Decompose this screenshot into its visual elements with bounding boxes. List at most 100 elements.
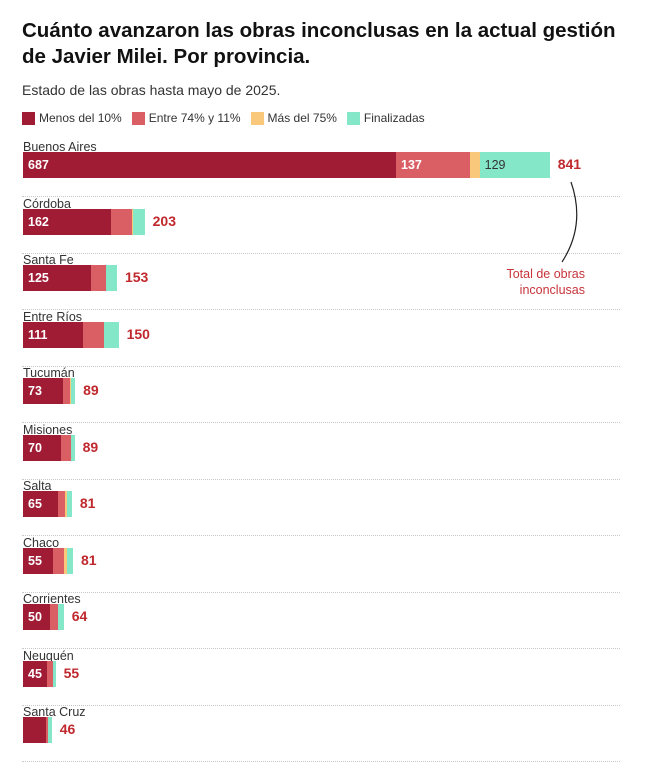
total-value-label: 81	[80, 551, 97, 568]
annotation-total-inconclusas: Total de obras inconclusas	[480, 266, 585, 298]
segment-value-label: 162	[28, 214, 49, 229]
stacked-bar: 45	[23, 660, 56, 687]
total-value-label: 55	[63, 664, 80, 681]
chart-subtitle: Estado de las obras hasta mayo de 2025.	[22, 82, 281, 98]
bar-segment-entre	[62, 378, 70, 404]
bar-segment-mas75	[70, 434, 72, 461]
bar-segment-mas75	[64, 491, 67, 517]
legend-label: Entre 74% y 11%	[148, 111, 241, 125]
chart-container: Cuánto avanzaron las obras inconclusas e…	[22, 19, 620, 762]
bar-segment-mas75	[470, 152, 480, 178]
stacked-bar: 125	[23, 265, 117, 291]
total-value-label: 46	[59, 721, 76, 737]
segment-value-label: 129	[484, 158, 506, 172]
legend-item-fin: Finalizadas	[346, 111, 425, 125]
bar-segment-entre	[61, 434, 71, 461]
bar-segment-mas75	[69, 378, 72, 404]
bar-segment-menos10: 50	[23, 604, 51, 630]
bar-segment-entre: 137	[396, 152, 471, 178]
bar-segment-entre	[83, 321, 104, 348]
province-label: Corrientes	[23, 592, 81, 606]
stacked-bar: 70	[23, 434, 75, 461]
bar-segment-entre	[46, 717, 48, 743]
legend: Menos del 10% Entre 74% y 11% Más del 75…	[22, 111, 425, 125]
bar-segment-menos10: 45	[23, 660, 48, 687]
bar-segment-menos10: 70	[23, 434, 61, 461]
stacked-bar: 111	[23, 321, 119, 348]
legend-swatch	[131, 111, 145, 125]
bar-row: Corrientes 50 64	[22, 592, 620, 649]
legend-swatch	[250, 111, 264, 125]
bar-segment-fin	[47, 717, 52, 743]
stacked-bar: 50	[23, 604, 64, 630]
bar-segment-fin	[133, 208, 145, 235]
bar-segment-mas75	[131, 208, 134, 235]
total-value-label: 150	[126, 325, 150, 342]
province-label: Neuquén	[23, 648, 74, 663]
segment-value-label: 70	[28, 440, 42, 455]
total-value-label: 89	[82, 438, 99, 455]
total-value-label: 89	[83, 382, 99, 398]
bar-row: Misiones 70 89	[22, 423, 620, 480]
bar-segment-entre	[52, 547, 65, 574]
stacked-bar	[23, 717, 52, 743]
chart-title: Cuánto avanzaron las obras inconclusas e…	[22, 19, 616, 68]
legend-item-mas75: Más del 75%	[250, 111, 337, 125]
province-label: Tucumán	[23, 366, 75, 380]
bar-row: Chaco 55 81	[22, 536, 620, 593]
segment-value-label: 50	[28, 610, 42, 624]
bar-segment-entre	[90, 265, 107, 291]
total-value-label: 203	[152, 212, 176, 229]
segment-value-label: 45	[28, 666, 42, 681]
legend-label: Menos del 10%	[39, 111, 122, 125]
bar-segment-fin	[66, 547, 73, 574]
legend-label: Finalizadas	[363, 111, 425, 125]
segment-value-label: 55	[28, 553, 42, 568]
segment-value-label: 125	[28, 271, 49, 285]
bar-segment-fin	[57, 604, 64, 630]
bar-segment-entre	[58, 491, 65, 517]
legend-item-menos10: Menos del 10%	[22, 111, 122, 125]
bar-segment-entre	[50, 604, 58, 630]
bar-segment-menos10: 125	[23, 265, 91, 291]
bar-row: Entre Ríos 111 150	[22, 310, 620, 367]
bar-segment-menos10: 73	[23, 378, 63, 404]
bar-row: Tucumán 73 89	[22, 366, 620, 423]
total-value-label: 81	[79, 495, 96, 511]
legend-label: Más del 75%	[267, 111, 337, 125]
bar-row: Neuquén 45 55	[22, 649, 620, 706]
bar-segment-menos10	[23, 717, 47, 743]
bar-segment-menos10: 111	[23, 321, 84, 348]
province-label: Chaco	[23, 535, 60, 550]
bar-row: Santa Fe 125 153	[22, 253, 620, 310]
province-label: Buenos Aires	[23, 140, 97, 154]
province-label: Córdoba	[23, 196, 71, 211]
bar-segment-fin	[106, 265, 117, 291]
segment-value-label: 137	[401, 158, 422, 172]
bar-segment-fin	[66, 491, 72, 517]
province-label: Santa Fe	[23, 253, 74, 267]
bar-segment-menos10: 55	[23, 547, 53, 574]
bar-segment-mas75	[64, 547, 67, 574]
bar-segment-menos10: 162	[23, 208, 111, 235]
stacked-bar: 55	[23, 547, 73, 574]
bar-segment-entre	[110, 208, 132, 235]
total-value-label: 841	[557, 156, 582, 172]
total-value-label: 64	[71, 608, 88, 624]
bar-segment-fin: 129	[479, 152, 550, 178]
stacked-bar: 65	[23, 491, 72, 517]
segment-value-label: 65	[28, 497, 42, 511]
province-label: Salta	[23, 479, 52, 493]
province-label: Santa Cruz	[23, 705, 86, 719]
stacked-bar: 162	[23, 208, 145, 235]
bar-row: Salta 65 81	[22, 479, 620, 536]
bar-row: Córdoba 162 203	[22, 197, 620, 254]
bar-segment-fin	[71, 378, 76, 404]
bar-segment-entre	[47, 660, 53, 687]
annotation-line: Total de obras	[506, 267, 585, 281]
province-label: Entre Ríos	[23, 309, 83, 324]
bar-segment-menos10: 65	[23, 491, 59, 517]
bar-row: Buenos Aires 687 137 129 841	[22, 140, 620, 197]
stacked-bar: 73	[23, 378, 76, 404]
legend-swatch	[346, 111, 360, 125]
